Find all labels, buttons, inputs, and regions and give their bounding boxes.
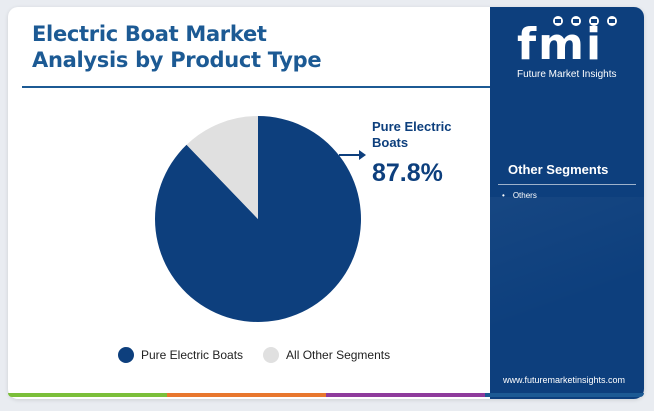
legend-item-pure-electric: Pure Electric Boats bbox=[118, 347, 243, 363]
logo-company-name: Future Market Insights bbox=[517, 69, 617, 80]
pie-slice-0 bbox=[155, 116, 362, 322]
legend-swatch-pure-electric bbox=[118, 347, 134, 363]
fmi-logo: fmi Future Market Insights bbox=[517, 16, 625, 85]
callout-value: 87.8% bbox=[372, 159, 443, 187]
sidebar-texture bbox=[490, 197, 644, 367]
logo-dot-icon bbox=[571, 16, 581, 26]
callout-arrow-head bbox=[359, 150, 366, 160]
title-line-2: Analysis by Product Type bbox=[32, 48, 322, 72]
bottom-bar-green bbox=[8, 393, 167, 397]
bottom-bar-blue bbox=[485, 393, 644, 397]
callout-label-line-1: Pure Electric bbox=[372, 119, 452, 134]
sidebar-panel: fmi Future Market Insights Other Segment… bbox=[490, 7, 644, 399]
report-card: Electric Boat Market Analysis by Product… bbox=[8, 7, 644, 399]
callout-label-line-2: Boats bbox=[372, 135, 408, 150]
segments-list: Others bbox=[502, 191, 537, 200]
legend-label-pure-electric: Pure Electric Boats bbox=[141, 348, 244, 362]
legend-label-other: All Other Segments bbox=[286, 348, 391, 362]
bottom-color-bar bbox=[8, 393, 644, 397]
logo-icon-row bbox=[553, 16, 625, 26]
bottom-bar-purple bbox=[326, 393, 485, 397]
callout: Pure Electric Boats 87.8% bbox=[339, 119, 452, 187]
pie-chart: Pure Electric Boats 87.8% bbox=[155, 116, 452, 322]
segments-divider bbox=[498, 184, 636, 185]
other-segments-title: Other Segments bbox=[508, 162, 609, 177]
title-divider bbox=[22, 86, 490, 88]
pie-slices bbox=[155, 116, 362, 322]
pie-slice-1 bbox=[186, 116, 258, 219]
logo-dot-icon bbox=[607, 16, 617, 26]
page-title: Electric Boat Market Analysis by Product… bbox=[32, 21, 322, 73]
chart-legend: Pure Electric Boats All Other Segments bbox=[118, 347, 410, 363]
logo-dot-icon bbox=[553, 16, 563, 26]
website-url: www.futuremarketinsights.com bbox=[503, 375, 626, 385]
legend-item-other: All Other Segments bbox=[263, 347, 390, 363]
legend-swatch-other bbox=[263, 347, 280, 363]
logo-dot-icon bbox=[589, 16, 599, 26]
logo-letters: fmi bbox=[517, 19, 604, 70]
bottom-bar-orange bbox=[167, 393, 326, 397]
segment-item: Others bbox=[502, 191, 537, 200]
title-line-1: Electric Boat Market bbox=[32, 22, 267, 46]
